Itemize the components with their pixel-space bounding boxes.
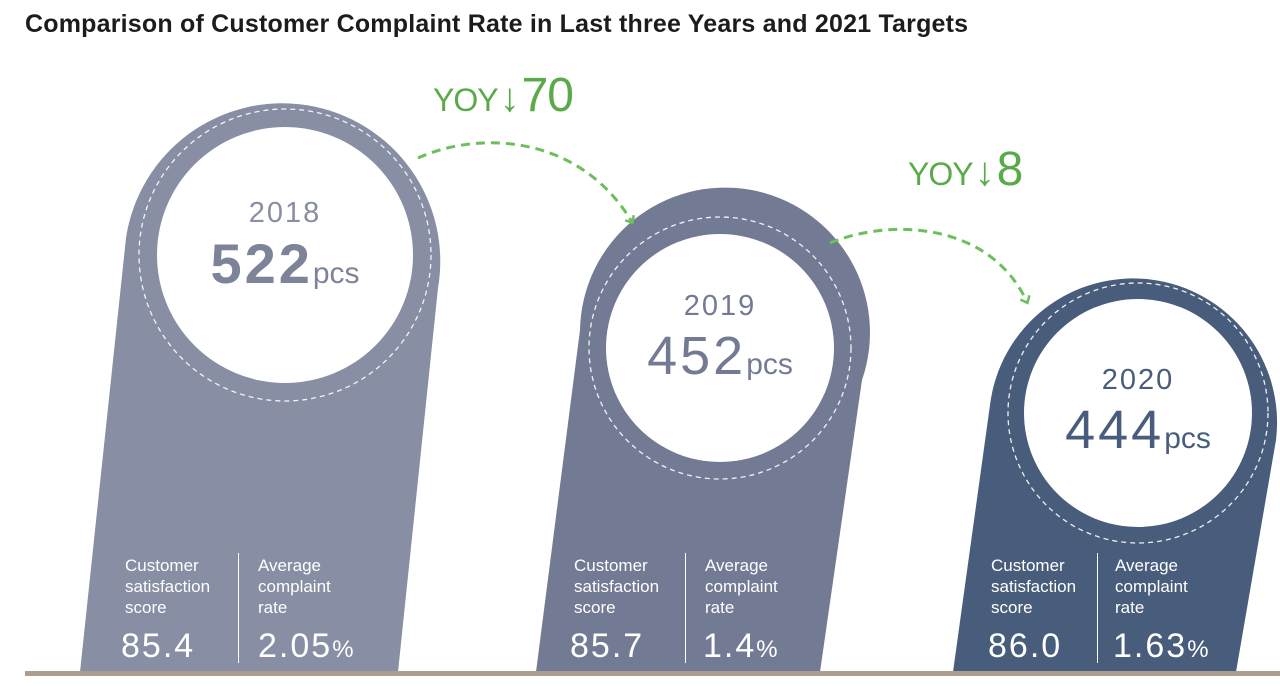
count-value: 522 — [210, 232, 313, 295]
satisfaction-label-2019: Customer satisfaction score — [574, 556, 660, 617]
complaint-value-2020: 1.63% — [1113, 627, 1209, 666]
circle-2020 — [1024, 299, 1252, 527]
year-label: 2020 — [1101, 364, 1175, 396]
dashed-ring-2018 — [138, 108, 432, 402]
satisfaction-value-2020: 86.0 — [988, 627, 1063, 665]
complaint-label-2019: Average complaint rate — [705, 556, 778, 617]
metric-divider — [1097, 553, 1098, 663]
year-block-2019: 2019 452pcs — [620, 290, 820, 383]
satisfaction-label-2018: Customer satisfaction score — [125, 556, 211, 617]
metric-divider — [685, 553, 686, 663]
complaint-count: 452pcs — [620, 329, 820, 383]
yoy-change-2: YOY↓8 — [908, 142, 1024, 197]
page-title: Comparison of Customer Complaint Rate in… — [25, 10, 969, 38]
yoy-label: YOY — [908, 156, 974, 192]
complaint-count: 522pcs — [185, 236, 385, 292]
percent-sign: % — [1187, 636, 1209, 663]
connector-2018-2019 — [417, 141, 635, 225]
complaint-number: 1.63 — [1113, 627, 1188, 665]
year-label: 2019 — [683, 290, 757, 322]
down-arrow-icon: ↓ — [974, 150, 995, 194]
satisfaction-value-2018: 85.4 — [121, 627, 196, 665]
count-unit: pcs — [1164, 422, 1211, 455]
complaint-count: 444pcs — [1038, 403, 1238, 457]
circle-2019 — [606, 234, 834, 462]
circle-2018 — [157, 127, 413, 383]
metric-divider — [238, 553, 239, 663]
yoy-value: 70 — [521, 69, 574, 122]
yoy-change-1: YOY↓70 — [433, 68, 574, 123]
dashed-ring-2020 — [1007, 282, 1269, 544]
complaint-number: 2.05 — [258, 627, 333, 665]
count-value: 452 — [647, 326, 747, 386]
down-arrow-icon: ↓ — [499, 76, 520, 120]
complaint-value-2019: 1.4% — [703, 627, 778, 666]
satisfaction-value-2019: 85.7 — [570, 627, 645, 665]
percent-sign: % — [332, 636, 354, 663]
yoy-value: 8 — [996, 143, 1024, 196]
year-label: 2018 — [248, 197, 322, 229]
satisfaction-label-2020: Customer satisfaction score — [991, 556, 1077, 617]
year-block-2020: 2020 444pcs — [1038, 364, 1238, 457]
percent-sign: % — [756, 636, 778, 663]
count-unit: pcs — [746, 348, 793, 381]
baseline — [25, 671, 1280, 676]
year-block-2018: 2018 522pcs — [185, 197, 385, 292]
complaint-value-2018: 2.05% — [258, 627, 354, 666]
complaint-label-2018: Average complaint rate — [258, 556, 331, 617]
count-value: 444 — [1065, 400, 1165, 460]
complaint-number: 1.4 — [703, 627, 757, 665]
count-unit: pcs — [312, 257, 360, 290]
connector-2019-2020 — [829, 227, 1031, 305]
dashed-ring-2019 — [588, 216, 852, 480]
complaint-label-2020: Average complaint rate — [1115, 556, 1188, 617]
yoy-label: YOY — [433, 82, 499, 118]
